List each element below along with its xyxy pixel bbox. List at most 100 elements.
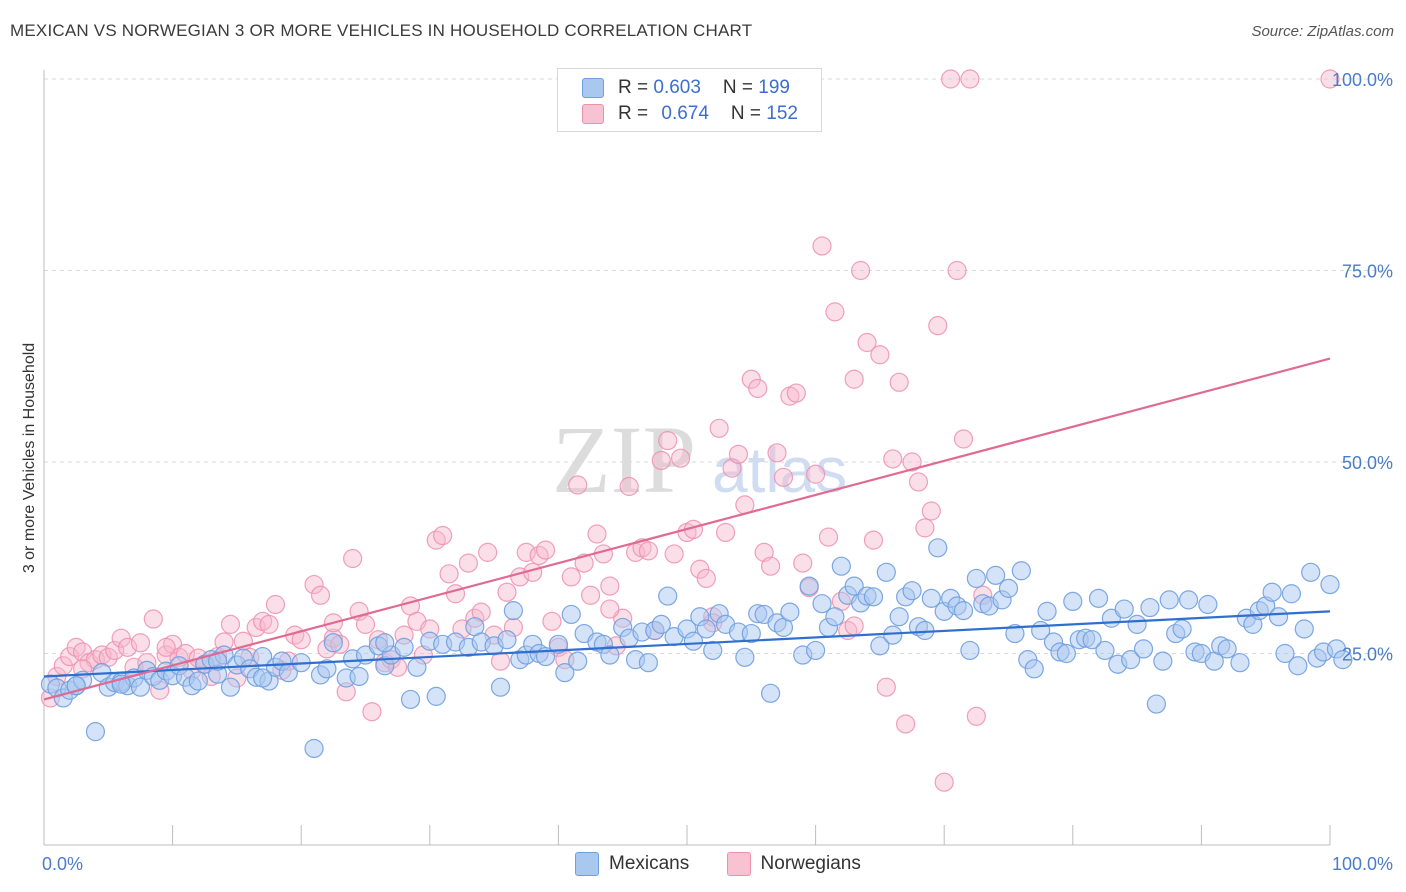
mexicans-point (1088, 588, 1109, 608)
legend-row-mexicans: R = 0.603 N = 199 (582, 77, 790, 99)
norwegians-point (355, 614, 376, 634)
norwegians-point (728, 444, 749, 464)
mexicans-point (966, 568, 986, 589)
norwegians-point (793, 553, 813, 573)
n-label: N = (730, 103, 767, 124)
mexicans-point (407, 657, 427, 677)
r-value: 0.674 (661, 103, 709, 124)
norwegians-point (812, 236, 832, 256)
norwegians-point (587, 524, 607, 544)
norwegians-point (458, 553, 478, 573)
mexicans-point (130, 677, 151, 697)
n-value: 199 (758, 77, 790, 98)
y-tick-label: 50.0% (1342, 453, 1393, 473)
mexicans-point (703, 640, 723, 661)
mexicans-point (1262, 582, 1282, 602)
norwegians-swatch (582, 103, 604, 124)
mexicans-point (1281, 584, 1302, 604)
norwegians-point (902, 452, 922, 472)
mexicans-point (658, 586, 678, 606)
norwegians-point (896, 714, 916, 734)
norwegians-point (600, 599, 620, 619)
mexicans-point (503, 601, 523, 621)
mexicans-point (1056, 643, 1076, 664)
mexicans-point (323, 633, 343, 653)
y-tick-label: 100.0% (1332, 70, 1393, 90)
norwegians-point (947, 260, 967, 281)
norwegians-point (696, 568, 716, 589)
mexicans-point (490, 677, 511, 697)
r-label: R = (618, 103, 654, 124)
mexicans-point (863, 587, 884, 607)
norwegians-point (580, 585, 601, 605)
mexicans-point (85, 722, 106, 742)
mexicans-point (400, 689, 421, 710)
mexicans-point (998, 578, 1019, 598)
mexicans-point (304, 738, 324, 759)
mexicans-point (638, 653, 659, 673)
n-value: 152 (766, 103, 798, 124)
mexicans-point (349, 666, 369, 687)
mexicans-point (375, 633, 395, 653)
mexicans-point (1230, 653, 1250, 673)
mexicans-point (1159, 590, 1179, 610)
norwegians-point (310, 585, 331, 605)
norwegians-point (748, 378, 768, 399)
norwegians-point (863, 530, 884, 550)
mexicans-point (696, 619, 716, 639)
mexicans-point (799, 576, 819, 596)
mexicans-point (1301, 562, 1321, 582)
norwegians-point (497, 582, 517, 602)
mexicans-point (548, 634, 569, 654)
mexicans-point (317, 659, 337, 679)
norwegians-point (857, 332, 877, 353)
norwegians-point (433, 525, 453, 546)
mexicans-point (960, 640, 980, 661)
axes (43, 70, 1331, 846)
mexicans-point (1037, 601, 1057, 621)
norwegians-point (786, 383, 806, 403)
y-tick-label: 25.0% (1342, 645, 1393, 665)
norwegians-point (600, 576, 620, 596)
norwegians-point (773, 467, 794, 487)
mexicans-point (497, 630, 517, 650)
series-legend: Mexicans Norwegians (575, 852, 893, 882)
mexicans-point (741, 623, 761, 644)
norwegians-point (915, 518, 935, 538)
mexicans-point (1121, 650, 1141, 670)
norwegians-point (265, 594, 286, 615)
mexicans-point (902, 581, 922, 601)
tick-labels: 25.0% 50.0% 75.0% 100.0% 0.0% 100.0% (42, 70, 1393, 874)
mexicans-point (651, 614, 671, 634)
mexicans-point (921, 588, 941, 608)
norwegians-point (638, 541, 659, 561)
mexicans-point (831, 556, 851, 576)
norwegians-point (362, 702, 382, 722)
norwegians-point (619, 476, 639, 497)
mexicans-point (1217, 639, 1237, 659)
source-label: Source: ZipAtlas.com (1251, 23, 1394, 40)
mexicans-point (1024, 659, 1044, 679)
mexicans-point (1294, 619, 1314, 639)
norwegians-point (568, 475, 588, 495)
norwegians-point (445, 584, 466, 604)
mexicans-point (1082, 630, 1102, 650)
mexicans-point (1114, 599, 1134, 619)
mexicans-swatch (582, 77, 604, 98)
mexicans-point (1146, 694, 1166, 714)
x-tick-label: 100.0% (1332, 854, 1393, 874)
y-tick-label: 75.0% (1342, 262, 1393, 282)
mexicans-point (426, 686, 446, 706)
norwegians-point (908, 472, 929, 492)
mexicans-point (683, 631, 704, 651)
norwegians-point (941, 69, 961, 89)
norwegians-point (664, 544, 684, 564)
mexicans-point (883, 625, 903, 645)
norwegians-point (844, 616, 864, 636)
mexicans-point (1005, 623, 1025, 644)
norwegians-point (921, 501, 941, 521)
norwegians-point (220, 614, 241, 634)
norwegians-point (542, 611, 562, 631)
chart-title: MEXICAN VS NORWEGIAN 3 OR MORE VEHICLES … (10, 21, 753, 40)
